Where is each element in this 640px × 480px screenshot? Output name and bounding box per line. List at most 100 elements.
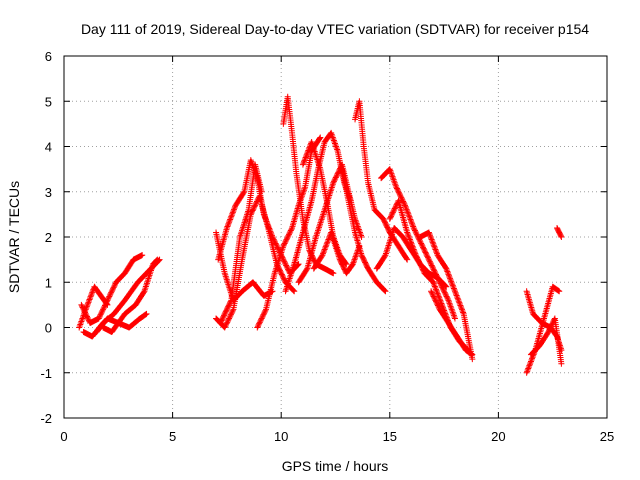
data-point <box>224 223 231 230</box>
data-point <box>97 311 104 318</box>
data-point <box>459 306 466 313</box>
data-point <box>223 307 230 314</box>
data-point <box>86 296 93 303</box>
data-point <box>455 298 462 305</box>
data-point <box>251 203 258 210</box>
data-point <box>387 214 394 221</box>
data-point <box>221 312 228 319</box>
data-point <box>444 268 451 275</box>
data-point <box>413 253 420 260</box>
data-point <box>389 210 396 217</box>
data-point <box>140 289 147 296</box>
data-point <box>256 320 263 327</box>
data-point <box>283 263 290 270</box>
data-point <box>395 189 402 196</box>
data-point <box>428 235 435 242</box>
data-point <box>434 289 441 296</box>
data-point <box>226 217 233 224</box>
data-point <box>434 301 441 308</box>
data-point <box>321 246 328 253</box>
data-point <box>403 206 410 213</box>
data-point <box>556 288 563 295</box>
data-point <box>227 298 234 305</box>
data-point <box>102 301 109 308</box>
data-point <box>305 146 312 153</box>
data-point <box>280 274 287 281</box>
data-point <box>228 310 235 317</box>
y-tick-label: 4 <box>45 140 52 155</box>
series-arc-09 <box>217 161 265 326</box>
data-point <box>403 205 410 212</box>
data-point <box>334 170 341 177</box>
y-tick-label: 1 <box>45 275 52 290</box>
data-point <box>83 313 90 320</box>
data-point <box>303 266 310 273</box>
data-point <box>288 226 295 233</box>
data-point <box>524 368 531 375</box>
data-point <box>358 234 365 240</box>
x-tick-label: 0 <box>60 429 67 444</box>
data-point <box>416 259 423 266</box>
data-point <box>107 290 114 297</box>
x-tick-label: 5 <box>169 429 176 444</box>
data-point <box>528 357 535 364</box>
data-point <box>281 240 288 247</box>
data-point <box>454 295 461 302</box>
data-point <box>261 308 268 315</box>
y-tick-label: -2 <box>40 411 52 426</box>
data-point <box>279 272 286 279</box>
data-point <box>415 257 422 264</box>
data-point <box>101 302 108 309</box>
data-point <box>258 315 265 322</box>
data-point <box>81 308 88 315</box>
data-point <box>287 228 294 235</box>
data-point <box>444 296 451 303</box>
data-point <box>451 315 458 322</box>
data-point <box>430 293 437 300</box>
data-point <box>276 267 283 274</box>
data-point <box>443 293 450 300</box>
data-point <box>433 272 440 279</box>
data-point <box>526 361 533 368</box>
data-point <box>436 277 443 284</box>
data-point <box>300 160 307 167</box>
data-point <box>469 351 476 358</box>
data-point <box>80 307 87 314</box>
data-point <box>432 247 439 254</box>
data-point <box>272 240 279 247</box>
data-point <box>319 252 326 259</box>
data-point <box>98 308 105 315</box>
data-point <box>252 201 259 208</box>
data-point <box>428 289 435 296</box>
data-point <box>557 232 564 239</box>
data-point <box>431 268 438 275</box>
data-point <box>404 209 411 216</box>
data-point <box>342 260 349 267</box>
data-point <box>222 321 229 328</box>
data-point <box>419 243 426 250</box>
data-point <box>448 278 455 285</box>
data-point <box>223 320 230 327</box>
data-point <box>321 247 328 254</box>
data-point <box>410 223 417 230</box>
data-point <box>456 301 463 308</box>
data-point <box>381 253 388 260</box>
data-point <box>411 247 418 254</box>
data-point <box>402 203 409 210</box>
data-point <box>430 266 437 273</box>
data-point <box>408 219 415 226</box>
series-arc-20 <box>386 197 471 354</box>
data-point <box>443 267 450 274</box>
data-point <box>441 288 448 295</box>
data-point <box>388 213 395 220</box>
data-point <box>143 310 150 317</box>
data-point <box>284 235 291 242</box>
data-point <box>399 197 406 204</box>
data-point <box>381 287 388 294</box>
x-axis-title: GPS time / hours <box>282 458 389 474</box>
series-arc-25 <box>527 315 565 367</box>
data-point <box>445 272 452 279</box>
data-point <box>224 306 231 313</box>
data-point <box>444 269 451 276</box>
y-tick-label: 2 <box>45 230 52 245</box>
